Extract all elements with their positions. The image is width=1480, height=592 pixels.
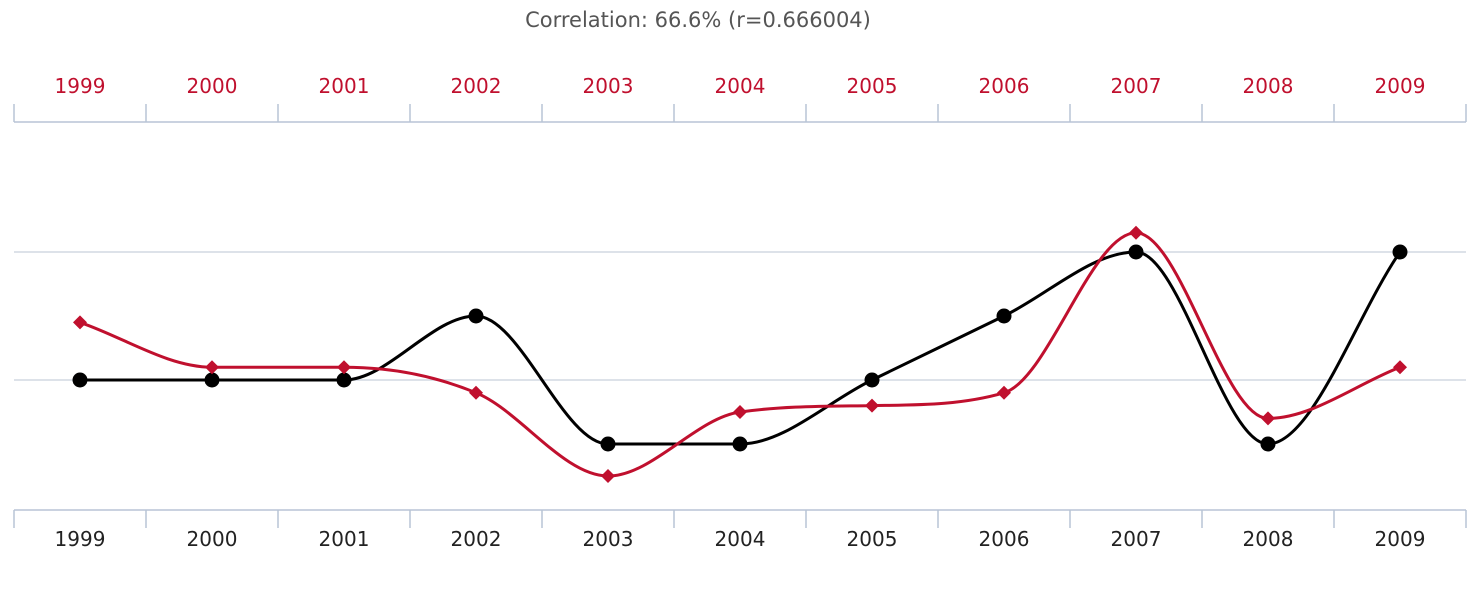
series-1-point[interactable] xyxy=(336,372,352,388)
series-layer xyxy=(72,225,1408,483)
series-line-1 xyxy=(78,250,1402,446)
series-2-point[interactable] xyxy=(337,360,351,375)
top-tick-label: 2002 xyxy=(451,74,502,98)
top-tick-label: 2005 xyxy=(847,74,898,98)
series-2-point[interactable] xyxy=(205,360,219,375)
series-1-point[interactable] xyxy=(468,308,484,324)
series-1-point[interactable] xyxy=(600,436,616,452)
bottom-tick-label: 2007 xyxy=(1111,527,1162,551)
series-2-point[interactable] xyxy=(1129,225,1143,240)
series-2-point[interactable] xyxy=(997,385,1011,400)
bottom-x-axis: 1999 2000 2001 2002 2003 2004 2005 2006 2007 2008… xyxy=(13,509,1467,551)
top-tick-label: 2000 xyxy=(187,74,238,98)
bottom-tick-label: 2005 xyxy=(847,527,898,551)
top-tick-label: 2004 xyxy=(715,74,766,98)
top-tick-label: 2001 xyxy=(319,74,370,98)
bottom-tick-label: 2008 xyxy=(1243,527,1294,551)
series-line-2 xyxy=(78,231,1402,478)
bottom-tick-label: 2009 xyxy=(1375,527,1426,551)
series-1-point[interactable] xyxy=(1128,244,1144,260)
bottom-tick-label: 2002 xyxy=(451,527,502,551)
top-tick-label: 1999 xyxy=(55,74,106,98)
series-1-point[interactable] xyxy=(72,372,88,388)
top-tick-label: 2009 xyxy=(1375,74,1426,98)
series-2-point[interactable] xyxy=(1261,411,1275,426)
series-1-point[interactable] xyxy=(996,308,1012,324)
series-2-point[interactable] xyxy=(469,385,483,400)
series-2-point[interactable] xyxy=(601,469,615,483)
bottom-tick-label: 2000 xyxy=(187,527,238,551)
bottom-tick-label: 2001 xyxy=(319,527,370,551)
series-2-point[interactable] xyxy=(73,315,87,330)
series-2-point[interactable] xyxy=(1393,360,1407,375)
series-1-point[interactable] xyxy=(732,436,748,452)
series-2-point[interactable] xyxy=(733,405,747,419)
top-tick-label: 2003 xyxy=(583,74,634,98)
y-gridlines xyxy=(14,251,1466,381)
series-2-point[interactable] xyxy=(865,398,879,413)
top-tick-label: 2008 xyxy=(1243,74,1294,98)
top-x-axis: 1999 2000 2001 2002 2003 2004 2005 2006 2007 2008… xyxy=(13,74,1467,123)
chart-title: Correlation: 66.6% (r=0.666004) xyxy=(525,8,871,32)
bottom-tick-label: 1999 xyxy=(55,527,106,551)
series-1-point[interactable] xyxy=(204,372,220,388)
top-tick-label: 2007 xyxy=(1111,74,1162,98)
series-1-point[interactable] xyxy=(1392,244,1408,260)
series-1-point[interactable] xyxy=(1260,436,1276,452)
bottom-tick-label: 2006 xyxy=(979,527,1030,551)
series-1-point[interactable] xyxy=(864,372,880,388)
bottom-tick-label: 2004 xyxy=(715,527,766,551)
bottom-tick-label: 2003 xyxy=(583,527,634,551)
top-tick-label: 2006 xyxy=(979,74,1030,98)
